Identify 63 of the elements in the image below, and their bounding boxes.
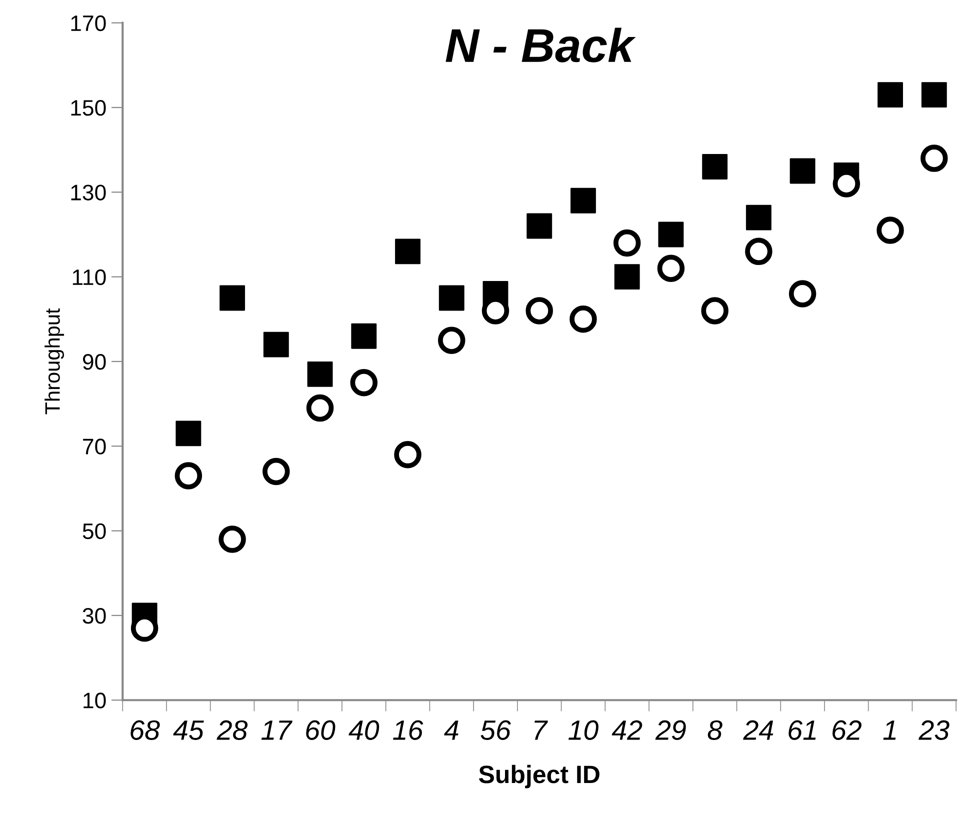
- point: [174, 462, 202, 490]
- x-tick-label: 68: [130, 720, 160, 740]
- x-tick-label: 10: [568, 720, 598, 740]
- point: [306, 394, 334, 422]
- x-tick-label: 61: [788, 720, 816, 740]
- x-tick-label: 7: [534, 720, 548, 740]
- x-tick-label: 4: [444, 720, 458, 740]
- x-tick-label: 60: [306, 720, 336, 740]
- point: [262, 458, 290, 486]
- chart-title: N - Back: [446, 28, 636, 62]
- point: [745, 238, 772, 266]
- point: [570, 306, 597, 333]
- x-tick-label: 42: [612, 720, 642, 740]
- point: [395, 238, 420, 264]
- x-tick-label: 17: [261, 720, 292, 740]
- y-tick-label: 90: [82, 354, 106, 370]
- point: [307, 361, 333, 387]
- point: [220, 285, 246, 311]
- point: [438, 285, 464, 311]
- point: [790, 158, 816, 184]
- x-axis-title: Subject ID: [478, 764, 600, 788]
- point: [176, 420, 202, 446]
- point: [614, 264, 640, 290]
- y-axis-title: Throughput: [44, 308, 64, 414]
- x-tick-label: 8: [708, 720, 722, 740]
- y-tick-label: 10: [84, 692, 106, 708]
- x-tick-label: 1: [883, 720, 896, 740]
- point: [657, 254, 685, 282]
- point: [876, 216, 904, 244]
- y-tick-label: 30: [82, 608, 106, 624]
- point: [526, 213, 552, 239]
- point: [702, 154, 728, 180]
- point: [438, 326, 466, 354]
- point: [658, 222, 684, 248]
- x-tick-label: 16: [393, 720, 424, 740]
- y-tick-label: 170: [71, 15, 106, 32]
- point: [263, 332, 289, 358]
- point: [921, 82, 947, 108]
- point: [788, 280, 816, 308]
- point: [701, 297, 728, 324]
- point: [351, 323, 377, 349]
- x-tick-label: 45: [173, 720, 204, 740]
- y-tick-label: 50: [82, 523, 106, 540]
- point: [613, 229, 641, 257]
- point: [350, 369, 378, 396]
- point: [746, 204, 772, 230]
- y-tick-label: 70: [83, 438, 106, 454]
- y-tick-label: 150: [71, 100, 106, 116]
- x-tick-label: 28: [216, 720, 248, 740]
- x-tick-label: 62: [832, 720, 862, 740]
- point: [878, 82, 904, 108]
- x-tick-label: 40: [348, 720, 380, 740]
- point: [570, 188, 596, 214]
- x-tick-label: 24: [743, 720, 774, 740]
- x-tick-label: 29: [655, 720, 686, 740]
- point: [920, 144, 948, 172]
- point: [526, 297, 553, 324]
- y-tick-label: 130: [71, 184, 106, 200]
- y-tick-label: 110: [72, 269, 106, 286]
- x-tick-label: 56: [480, 720, 511, 740]
- point: [218, 526, 246, 553]
- x-tick-label: 23: [918, 720, 950, 740]
- point: [394, 440, 422, 468]
